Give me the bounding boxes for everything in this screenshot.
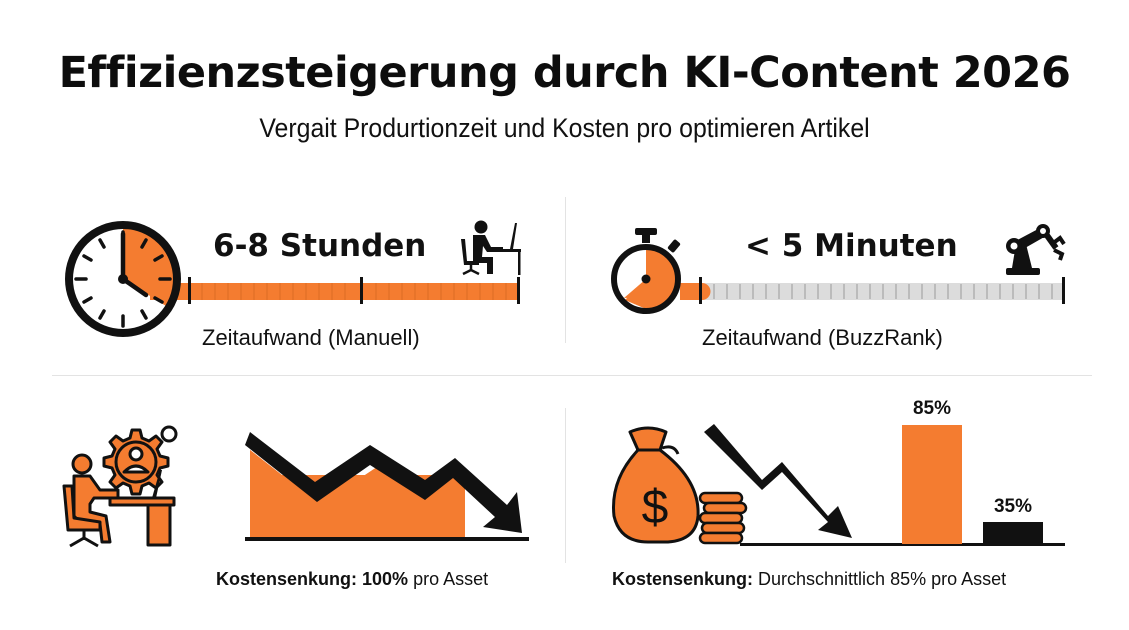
cost-manual-caption-bold: Kostensenkung: 100% xyxy=(216,569,409,589)
ai-time-bar xyxy=(680,277,1065,304)
vertical-divider-top xyxy=(565,197,566,343)
cost-manual-caption-rest: pro Asset xyxy=(408,569,489,589)
stopwatch-icon xyxy=(611,228,681,314)
bar-35-label: 35% xyxy=(993,496,1033,517)
manual-time-caption: Zeitaufwand (Manuell) xyxy=(202,325,420,350)
horizontal-divider xyxy=(52,375,1092,376)
page-title: Effizienzsteigerung durch KI-Content 202… xyxy=(58,48,1071,98)
page-subtitle: Vergait Produrtionzeit und Kosten pro op… xyxy=(259,113,870,143)
ai-time-caption: Zeitaufwand (BuzzRank) xyxy=(702,325,943,350)
ai-time-value: < 5 Minuten xyxy=(745,228,958,264)
cost-ai-caption-bold: Kostensenkung: xyxy=(612,569,754,589)
svg-text:$: $ xyxy=(642,481,669,534)
cost-ai-caption-rest: Durchschnittlich 85% pro Asset xyxy=(753,569,1007,589)
bar-35 xyxy=(983,522,1043,544)
bar-85-label: 85% xyxy=(912,398,952,419)
worker-gear-icon xyxy=(62,425,178,548)
money-bag-icon: $ xyxy=(612,426,748,545)
downward-trend-chart-icon xyxy=(245,432,529,541)
coin-stack-icon xyxy=(698,491,748,545)
manual-time-value: 6-8 Stunden xyxy=(213,228,427,264)
vertical-divider-bottom xyxy=(565,408,566,563)
clock-icon xyxy=(65,221,181,337)
bar-85 xyxy=(902,425,962,544)
robot-arm-icon xyxy=(1006,224,1066,275)
cost-bar-chart xyxy=(704,424,1065,546)
cost-ai-caption: Kostensenkung: Durchschnittlich 85% pro … xyxy=(612,569,1006,590)
cost-manual-caption: Kostensenkung: 100% pro Asset xyxy=(216,569,488,590)
manual-time-bar xyxy=(150,277,520,304)
person-at-desk-icon xyxy=(461,220,521,276)
